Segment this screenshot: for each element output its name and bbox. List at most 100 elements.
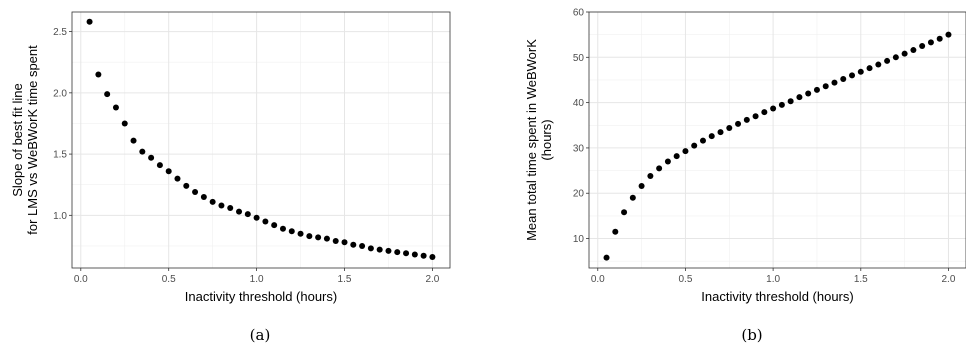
data-point [253,214,260,221]
data-point [910,47,917,54]
data-point [726,124,733,131]
x-tick-label: 0.5 [678,274,692,285]
data-point [86,18,93,25]
x-tick-label: 1.0 [250,274,264,285]
data-point [112,104,119,111]
data-point [796,94,803,101]
y-axis-title-line: (hours) [539,119,554,160]
data-point [394,249,401,256]
data-point [849,72,856,79]
x-tick-label: 0.0 [591,274,605,285]
data-point [306,233,313,240]
subfigure-caption: (a) [250,326,271,344]
data-point [831,79,838,86]
data-point [892,54,899,61]
data-point [638,182,645,189]
data-point [612,228,619,235]
data-point [813,86,820,93]
data-point [866,65,873,72]
x-tick-label: 2.0 [942,274,956,285]
data-point [244,211,251,218]
y-tick-label: 1.0 [53,211,67,222]
data-point [822,83,829,90]
plot-border [71,11,451,269]
data-point [130,137,137,144]
x-tick-label: 1.0 [766,274,780,285]
data-point [297,230,304,237]
data-point [603,254,610,261]
data-point [385,247,392,254]
x-axis-title: Inactivity threshold (hours) [701,289,853,304]
y-tick-label: 2.0 [53,88,67,99]
x-tick-label: 1.5 [854,274,868,285]
y-tick-label: 2.5 [53,27,67,38]
data-point [429,253,436,260]
data-point [717,129,724,136]
data-point [945,31,952,38]
y-tick-label: 60 [573,8,585,19]
x-tick-label: 0.5 [162,274,176,285]
data-point [673,153,680,160]
data-point [332,238,339,245]
data-point [288,228,295,235]
x-tick-label: 0.0 [74,274,88,285]
data-point [227,204,234,211]
y-tick-label: 10 [573,234,585,245]
data-point [840,76,847,83]
data-point [359,242,366,249]
data-point [192,189,199,196]
y-tick-label: 20 [573,189,585,200]
data-point [884,57,891,64]
data-point [218,202,225,209]
data-point [403,250,410,257]
data-point [735,120,742,127]
data-point [761,109,768,116]
y-axis-title: Slope of best fit linefor LMS vs WeBWorK… [10,45,40,235]
data-point [770,105,777,112]
data-point [743,116,750,123]
data-point [350,241,357,248]
chart-b: 0.0 0.5 1.0 1.5 2.0 10 20 30 40 50 60 Inactivity th… [524,8,966,344]
data-point [341,239,348,246]
data-point [805,90,812,97]
data-point [121,120,128,127]
data-point [262,218,269,225]
data-point [236,208,243,215]
x-axis-title: Inactivity threshold (hours) [185,289,337,304]
data-point [664,158,671,165]
data-point [376,246,383,253]
data-point [104,91,111,98]
y-axis-title-line: Slope of best fit line [10,83,25,196]
y-axis-title-line: Mean total time spent in WeBWorK [524,39,539,241]
data-point [919,42,926,49]
data-point [420,252,427,259]
data-point [691,142,698,149]
data-point [787,98,794,105]
y-axis-title: Mean total time spent in WeBWorK(hours) [524,39,554,241]
data-point [857,68,864,75]
data-point [174,175,181,182]
data-point [95,71,102,78]
data-point [708,133,715,140]
data-point [279,225,286,232]
data-point [148,154,155,161]
data-point [647,173,654,180]
chart-a: 0.0 0.5 1.0 1.5 2.0 1.0 1.5 2.0 2.5 Inactivity th… [10,11,451,344]
data-point [875,61,882,68]
data-point [936,35,943,42]
data-point [778,101,785,108]
data-point [200,193,207,200]
data-point [209,198,216,205]
y-tick-label: 30 [573,143,585,154]
data-point [156,162,163,169]
data-point [901,50,908,57]
plot-border [588,11,966,269]
data-point [139,148,146,155]
data-point [183,182,190,189]
x-tick-label: 2.0 [425,274,439,285]
data-point [165,168,172,175]
y-tick-label: 1.5 [53,150,67,161]
data-point [682,148,689,155]
y-tick-label: 50 [573,53,585,64]
